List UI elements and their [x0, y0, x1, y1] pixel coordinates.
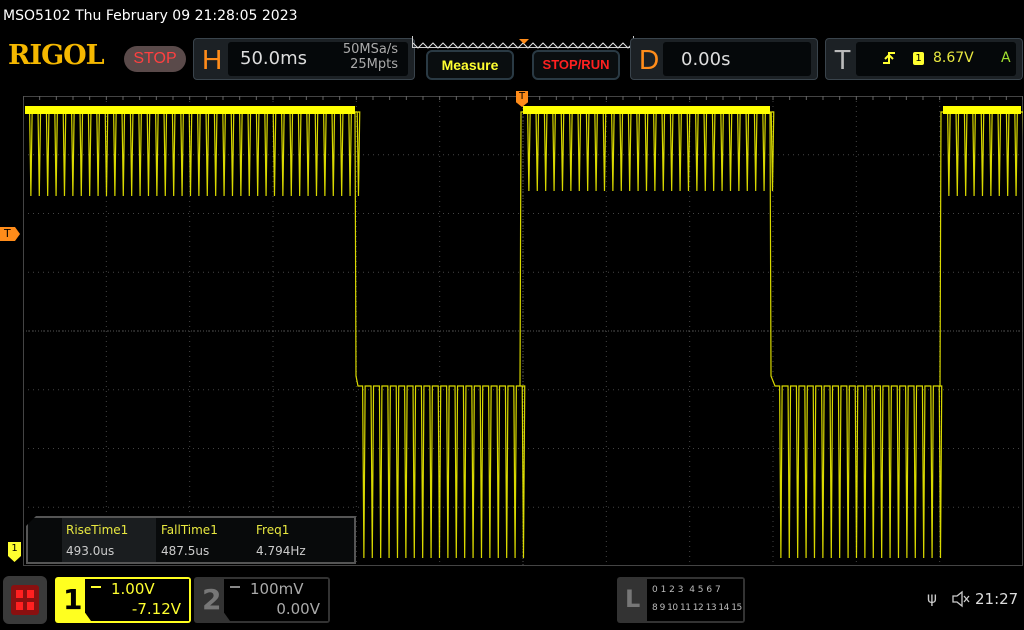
dc-coupling-icon	[230, 586, 240, 588]
trigger-position-marker[interactable]: T	[516, 91, 528, 107]
trigger-mode: A	[1001, 50, 1011, 66]
acquisition-info: 50MSa/s 25Mpts	[330, 42, 398, 72]
channel2-offset: 0.00V	[276, 600, 320, 618]
waveform-display[interactable]	[23, 96, 1023, 566]
usb-icon: ψ	[927, 589, 937, 607]
trigger-level: 8.67V	[933, 50, 974, 66]
delay-value: 0.00s	[681, 49, 731, 70]
channel2-scale: 100mV	[250, 580, 304, 598]
channel1-trace	[25, 111, 1023, 559]
measure-button[interactable]: Measure	[426, 50, 514, 80]
measurement-label: FallTime1	[161, 523, 218, 537]
horizontal-panel[interactable]: H	[193, 38, 415, 80]
measurement-label: RiseTime1	[66, 523, 129, 537]
measurement-value: 487.5us	[161, 544, 210, 558]
window-title: MSO5102 Thu February 09 21:28:05 2023	[3, 8, 298, 24]
horizontal-letter: H	[202, 44, 223, 75]
channel1-scale: 1.00V	[111, 580, 155, 598]
measurement-value: 493.0us	[66, 544, 115, 558]
channel1-offset-marker[interactable]: 1	[8, 542, 21, 562]
channel2-number: 2	[202, 583, 222, 616]
timeline-overview	[412, 36, 634, 49]
run-state-badge[interactable]: STOP	[124, 46, 186, 72]
trigger-level-marker[interactable]: T	[0, 227, 20, 241]
memory-depth: 25Mpts	[350, 57, 398, 72]
logic-channels-row1: 0 1 2 3 4 5 6 7	[652, 585, 721, 595]
clock-time: 21:27	[975, 590, 1019, 608]
dc-coupling-icon	[91, 586, 101, 588]
delay-panel[interactable]: D 0.00s	[630, 38, 818, 80]
delay-letter: D	[639, 44, 660, 75]
rising-edge-icon	[882, 50, 896, 70]
trace-high-band	[25, 106, 355, 114]
logic-panel[interactable]: L 0 1 2 3 4 5 6 7 8 9 10 11 12 13 14 15	[617, 577, 745, 623]
channel1-offset: -7.12V	[131, 600, 181, 618]
channel1-number: 1	[63, 583, 83, 616]
trigger-source: 1	[913, 52, 924, 65]
measurement-value: 4.794Hz	[256, 544, 306, 558]
app-menu-button[interactable]	[3, 576, 47, 624]
measurement-label: Freq1	[256, 523, 290, 537]
trigger-panel[interactable]: T 1 8.67V A	[825, 38, 1023, 80]
measurement-panel	[26, 516, 356, 564]
grid-icon	[11, 585, 39, 615]
trigger-letter: T	[834, 44, 852, 75]
stop-run-button[interactable]: STOP/RUN	[532, 50, 620, 80]
channel1-panel[interactable]: 1 1.00V -7.12V	[55, 577, 191, 623]
logic-channels-row2: 8 9 10 11 12 13 14 15	[652, 603, 742, 613]
speaker-muted-icon[interactable]	[951, 590, 971, 612]
sample-rate: 50MSa/s	[342, 42, 398, 57]
logic-letter: L	[625, 585, 641, 613]
channel2-panel[interactable]: 2 100mV 0.00V	[194, 577, 330, 623]
rigol-logo: RIGOL	[8, 40, 105, 71]
timebase-value: 50.0ms	[240, 48, 307, 69]
